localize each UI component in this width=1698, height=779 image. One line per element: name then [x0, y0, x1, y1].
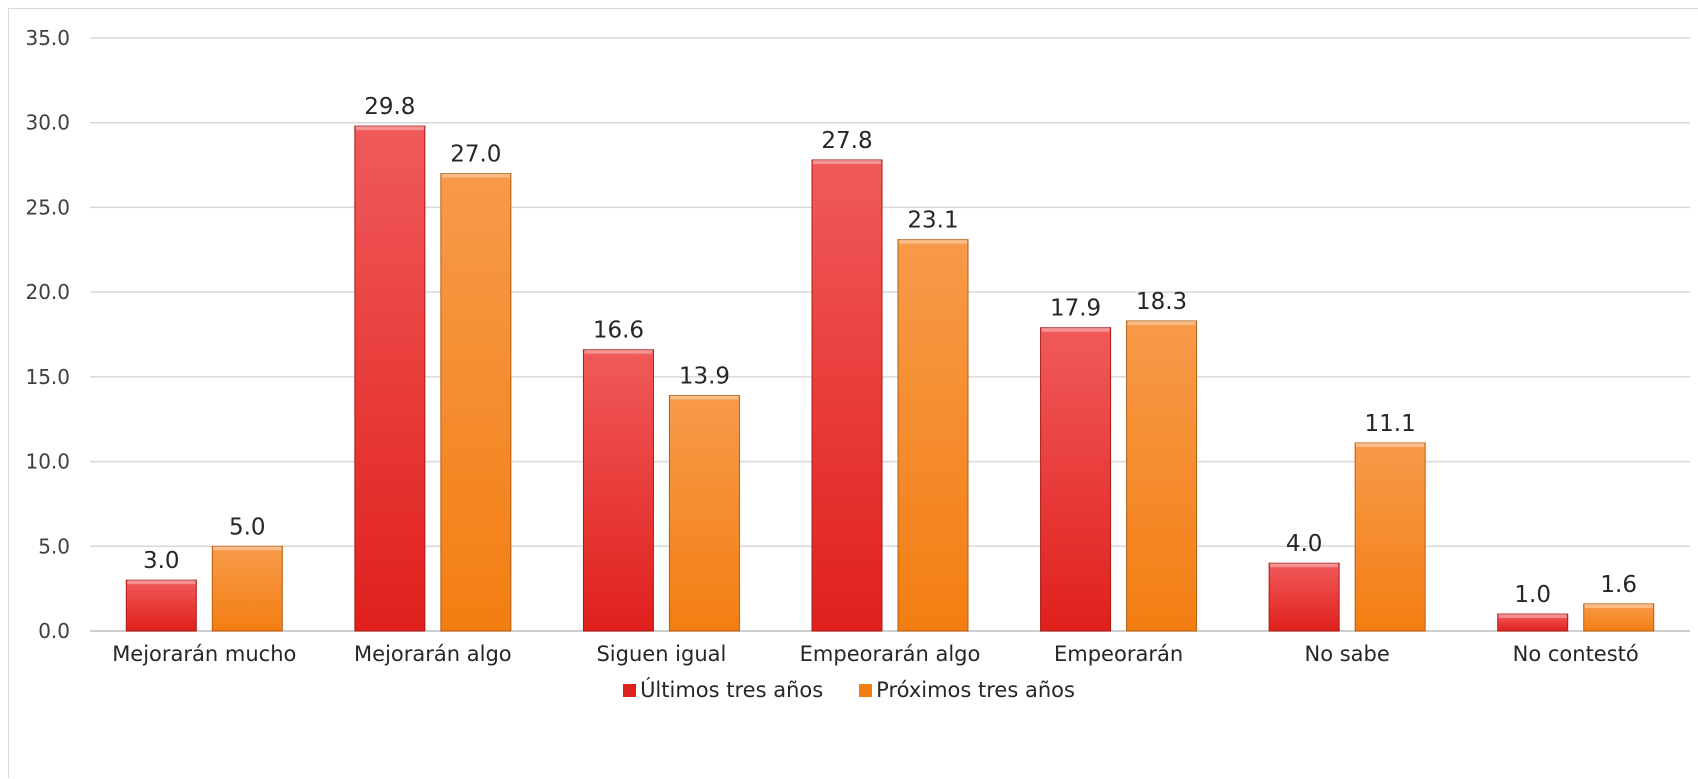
- data-label: 3.0: [143, 548, 180, 574]
- data-label: 1.6: [1600, 572, 1637, 598]
- category-label: Empeorarán algo: [800, 642, 981, 666]
- data-label: 23.1: [907, 208, 958, 234]
- bar-series-2: [1126, 320, 1198, 632]
- bar-highlight: [441, 173, 510, 178]
- category-label: No contestó: [1513, 642, 1639, 666]
- bar-highlight: [127, 580, 196, 585]
- gridlines: [90, 37, 1690, 632]
- y-tick-label: 35.0: [25, 26, 70, 50]
- category-label: Empeorarán: [1054, 642, 1183, 666]
- bar-series-1: [1497, 613, 1569, 632]
- y-tick-label: 25.0: [25, 195, 70, 219]
- data-label: 29.8: [364, 94, 415, 120]
- y-tick-label: 5.0: [38, 534, 70, 558]
- bar-highlight: [670, 395, 739, 400]
- legend-label-series-2: Próximos tres años: [876, 678, 1075, 702]
- bar-series-2: [1583, 603, 1655, 632]
- legend: Últimos tres años Próximos tres años: [0, 673, 1698, 707]
- bars: [125, 125, 1655, 632]
- bar-series-2: [211, 545, 283, 632]
- data-label: 5.0: [229, 514, 266, 540]
- bar-highlight: [1270, 563, 1339, 568]
- bar-series-2: [897, 239, 969, 632]
- data-label: 27.8: [821, 128, 872, 154]
- category-label: Mejorarán mucho: [112, 642, 296, 666]
- legend-swatch-series-2: [859, 683, 873, 697]
- y-axis-ticks: 0.0 5.0 10.0 15.0 20.0 25.0 30.0 35.0: [25, 26, 70, 643]
- data-label: 18.3: [1136, 289, 1187, 315]
- bar-chart: 0.0 5.0 10.0 15.0 20.0 25.0 30.0 35.0 3.0 5.0 29.…: [25, 26, 1690, 670]
- bar-series-2: [668, 394, 740, 632]
- category-labels: Mejorarán mucho Mejorarán algo Siguen igua…: [112, 642, 1639, 670]
- legend-item-series-2: Próximos tres años: [859, 678, 1075, 702]
- data-label: 17.9: [1050, 296, 1101, 322]
- chart-frame: [8, 8, 1698, 778]
- bar-highlight: [1498, 614, 1567, 619]
- bar-highlight: [1584, 603, 1653, 608]
- legend-label-series-1: Últimos tres años: [640, 678, 824, 702]
- bar-highlight: [1356, 442, 1425, 447]
- bar-series-1: [1040, 327, 1112, 632]
- y-tick-label: 30.0: [25, 111, 70, 135]
- bar-series-2: [1354, 442, 1426, 632]
- data-label: 1.0: [1514, 582, 1551, 608]
- category-label: Mejorarán algo: [354, 642, 512, 666]
- bar-highlight: [584, 349, 653, 354]
- legend-item-series-1: Últimos tres años: [623, 678, 823, 702]
- category-label: mucho: [1083, 669, 1154, 670]
- bar-highlight: [355, 126, 424, 131]
- bar-series-1: [811, 159, 883, 632]
- y-tick-label: 10.0: [25, 450, 70, 474]
- bar-series-1: [354, 125, 426, 632]
- bar-series-2: [440, 173, 512, 632]
- data-label: 4.0: [1286, 531, 1323, 557]
- data-label: 13.9: [679, 363, 730, 389]
- category-label: Siguen igual: [596, 642, 726, 666]
- data-label: 11.1: [1365, 411, 1416, 437]
- y-tick-label: 15.0: [25, 365, 70, 389]
- bar-series-1: [1268, 562, 1340, 632]
- bar-highlight: [1041, 327, 1110, 332]
- bar-highlight: [813, 159, 881, 164]
- bar-series-1: [125, 579, 197, 632]
- data-label: 16.6: [593, 318, 644, 344]
- bar-highlight: [213, 546, 282, 551]
- legend-swatch-series-1: [623, 683, 637, 697]
- data-labels: 3.0 5.0 29.8 27.0 16.6 13.9 27.8 23.1 17.9 18.3 4.…: [143, 94, 1637, 608]
- data-label: 27.0: [450, 142, 501, 168]
- bar-highlight: [899, 239, 967, 244]
- category-label: No sabe: [1304, 642, 1389, 666]
- y-tick-label: 0.0: [38, 619, 70, 643]
- y-tick-label: 20.0: [25, 280, 70, 304]
- bar-series-1: [582, 349, 654, 632]
- bar-highlight: [1127, 320, 1196, 325]
